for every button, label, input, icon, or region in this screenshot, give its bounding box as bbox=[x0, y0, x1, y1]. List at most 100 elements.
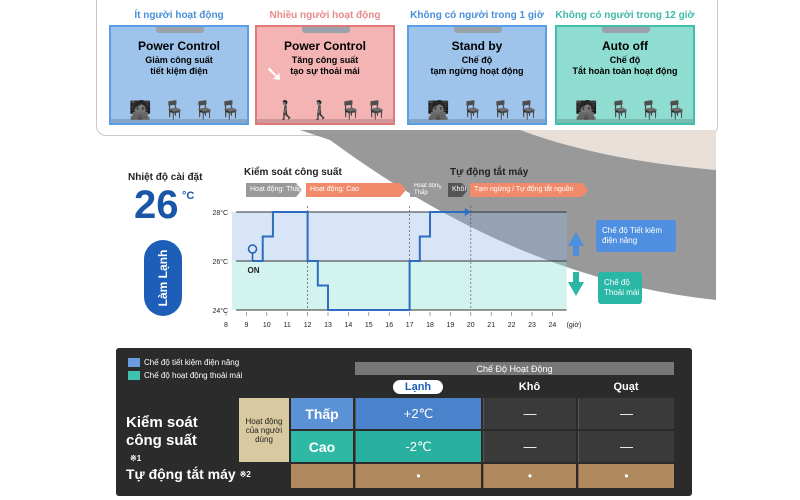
row-value: +2℃ bbox=[403, 405, 434, 421]
person-at-desk-icon: 🧑‍💻 bbox=[129, 100, 152, 120]
x-tick-label: 15 bbox=[365, 322, 373, 329]
row-1-value-3: — bbox=[578, 398, 674, 429]
swoosh-shape bbox=[300, 130, 716, 300]
column-label: Khô bbox=[518, 381, 541, 393]
room-card-2: Power Control Tăng công suất tạo sự thoải … bbox=[255, 25, 395, 125]
x-tick-label: 16 bbox=[385, 322, 393, 329]
desk-chair-icon: 🪑 bbox=[193, 100, 216, 120]
desk-chair-icon: 🪑 bbox=[163, 100, 186, 120]
phase-bar-2: Hoạt động: Cao bbox=[306, 183, 406, 197]
room-title: Power Control bbox=[283, 39, 366, 53]
auto-off-value-3: • bbox=[578, 464, 674, 488]
room-label-2: Nhiều người hoạt động bbox=[269, 10, 381, 21]
desk-chair-icon: 🪑 bbox=[609, 100, 632, 120]
column-header-3: Quạt bbox=[578, 378, 674, 396]
arrow-down-icon bbox=[568, 272, 584, 296]
row-1-label: Thấp bbox=[291, 398, 353, 429]
desk-chair-icon: 🪑 bbox=[365, 100, 388, 120]
x-tick-label: 14 bbox=[345, 322, 353, 329]
x-axis-label: (giờ) bbox=[567, 322, 582, 329]
temperature-chart: 24°C 26°C 28°C 8 9 10 11 12 13 14 15 16 17 18 19 20 21 22… bbox=[212, 206, 584, 329]
x-tick-label: 21 bbox=[487, 322, 495, 329]
room-desc-1: Giảm công suất bbox=[145, 55, 213, 65]
room-card-4: Auto off Chế độ Tắt hoàn toàn hoạt động 🧑‍💻… bbox=[555, 25, 695, 125]
room-floor bbox=[557, 119, 693, 123]
setting-value: 26 bbox=[134, 183, 179, 227]
legend-swatch-2 bbox=[128, 371, 140, 380]
phase-bar-3: Hoạt động Thấp bbox=[410, 183, 444, 197]
ceiling-ac-icon bbox=[302, 27, 350, 33]
room-label-4: Không có người trong 12 giờ bbox=[555, 10, 695, 21]
auto-off-dot: • bbox=[624, 469, 629, 483]
room-card-3: Stand by Chế độ tạm ngừng hoạt động 🧑‍💻 🪑 🪑 🪑 bbox=[407, 25, 547, 125]
room-label-1: Ít người hoạt động bbox=[134, 10, 224, 21]
desk-chair-icon: 🪑 bbox=[665, 100, 688, 120]
setting-unit: °C bbox=[182, 190, 195, 202]
x-tick-label: 23 bbox=[528, 322, 536, 329]
row-group-note: ※1 bbox=[130, 454, 142, 463]
column-header-2: Khô bbox=[483, 378, 576, 396]
row-1-value-1: +2℃ bbox=[355, 398, 481, 429]
x-tick-label: 17 bbox=[406, 322, 414, 329]
x-tick-label: 20 bbox=[467, 322, 475, 329]
user-activity-label: Hoạt động của người dùng bbox=[245, 416, 283, 444]
column-header-1: Lạnh bbox=[355, 378, 481, 396]
auto-off-dot: • bbox=[416, 469, 421, 483]
mode-badge: Làm Lạnh bbox=[144, 240, 182, 316]
auto-off-label: Tự động tắt máy bbox=[126, 466, 236, 482]
legend-label: Chế độ tiết kiệm điện năng bbox=[144, 358, 240, 367]
room-illustration-panel: Ít người hoạt động Power Control Giảm công… bbox=[96, 0, 718, 136]
row-value: -2℃ bbox=[405, 438, 432, 454]
on-label: ON bbox=[248, 266, 260, 275]
x-tick-label: 18 bbox=[426, 322, 434, 329]
row-value: — bbox=[620, 406, 633, 421]
x-tick-label: 12 bbox=[304, 322, 312, 329]
room-floor bbox=[257, 119, 393, 123]
row-1-value-2: — bbox=[483, 398, 576, 429]
room-desc-1: Chế độ bbox=[461, 55, 493, 65]
phase-bar-4: Không bbox=[448, 183, 468, 197]
setting-label: Nhiệt độ cài đặt bbox=[128, 172, 203, 183]
auto-off-dot: • bbox=[527, 469, 533, 483]
desk-chair-icon: 🪑 bbox=[339, 100, 362, 120]
room-desc-2: Tắt hoàn toàn hoạt động bbox=[572, 66, 678, 76]
swoosh-highlight bbox=[520, 130, 716, 170]
mode-table: Chế độ tiết kiệm điện năng Chế độ hoạt độ… bbox=[116, 348, 692, 496]
ceiling-ac-icon bbox=[454, 27, 502, 33]
auto-off-value-1: • bbox=[355, 464, 481, 488]
arrow-up-icon bbox=[568, 232, 584, 256]
x-tick-label: 10 bbox=[263, 322, 271, 329]
x-tick-label: 9 bbox=[244, 322, 248, 329]
row-value: — bbox=[523, 439, 537, 454]
auto-off-spacer bbox=[291, 464, 353, 488]
phase-power-control: Kiểm soát công suất bbox=[244, 167, 342, 178]
row-group-label: Kiểm soát công suất bbox=[126, 414, 198, 449]
desk-chair-icon: 🪑 bbox=[461, 100, 484, 120]
x-tick-label: 13 bbox=[324, 322, 332, 329]
room-desc-2: tiết kiệm điện bbox=[150, 66, 208, 76]
walking-person-icon: 🚶 bbox=[309, 100, 332, 120]
y-tick-label: 24°C bbox=[212, 307, 228, 315]
room-desc-2: tạo sự thoải mái bbox=[290, 66, 360, 76]
y-tick-label: 26°C bbox=[212, 258, 228, 266]
x-tick-label: 19 bbox=[447, 322, 455, 329]
phase-auto-off: Tự động tắt máy bbox=[450, 167, 529, 178]
energy-saving-band bbox=[232, 212, 567, 261]
row-2-value-1: -2℃ bbox=[355, 431, 481, 462]
auto-off-note: ※2 bbox=[239, 469, 251, 479]
ceiling-ac-icon bbox=[156, 27, 204, 33]
legend-label: Chế độ hoạt động thoải mái bbox=[144, 371, 243, 380]
room-desc-2: tạm ngừng hoạt động bbox=[430, 66, 524, 76]
legend-swatch-1 bbox=[128, 358, 140, 367]
row-2-value-2: — bbox=[483, 431, 576, 462]
auto-off-value-2: • bbox=[483, 464, 576, 488]
room-label-3: Không có người trong 1 giờ bbox=[410, 10, 544, 21]
desk-chair-icon: 🪑 bbox=[639, 100, 662, 120]
legend-item-1: Chế độ tiết kiệm điện năng bbox=[144, 356, 344, 369]
line-arrowhead bbox=[464, 208, 471, 216]
auto-off-label-cell: Tự động tắt máy ※2 bbox=[126, 464, 286, 484]
desk-chair-icon: 🪑 bbox=[219, 100, 242, 120]
column-label: Quạt bbox=[613, 381, 639, 393]
room-desc-1: Chế độ bbox=[609, 55, 641, 65]
room-title: Power Control bbox=[137, 39, 220, 53]
